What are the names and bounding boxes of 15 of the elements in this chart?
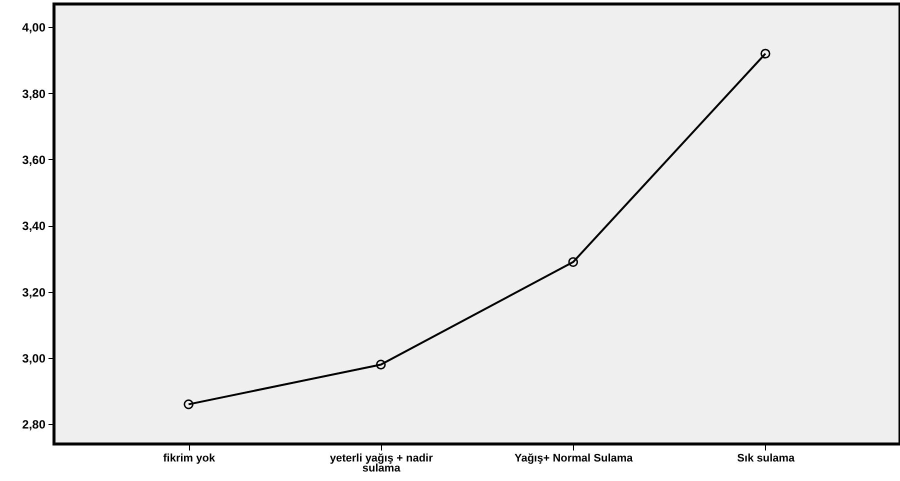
point [760,48,770,59]
y-tick-label: 3,00 [22,351,46,366]
y-tick-label: 3,40 [22,219,46,234]
y-tick-label: 3,20 [22,285,46,300]
y-tick-label: 4,00 [22,20,46,35]
point [376,360,386,370]
x-tick-label: fikrim yok [163,452,216,464]
x-tick-label: Yağış+ Normal Sulama [514,452,634,464]
point [184,399,194,410]
y-tick-label: 2,80 [22,418,46,432]
y-tick-label: 3,80 [22,86,46,101]
y-tick-label: 3,60 [22,152,46,167]
point [568,257,578,267]
x-tick-label: Sık sulama [737,452,796,464]
x-tick-label: yeterli yağış + nadir sulama [330,452,434,474]
